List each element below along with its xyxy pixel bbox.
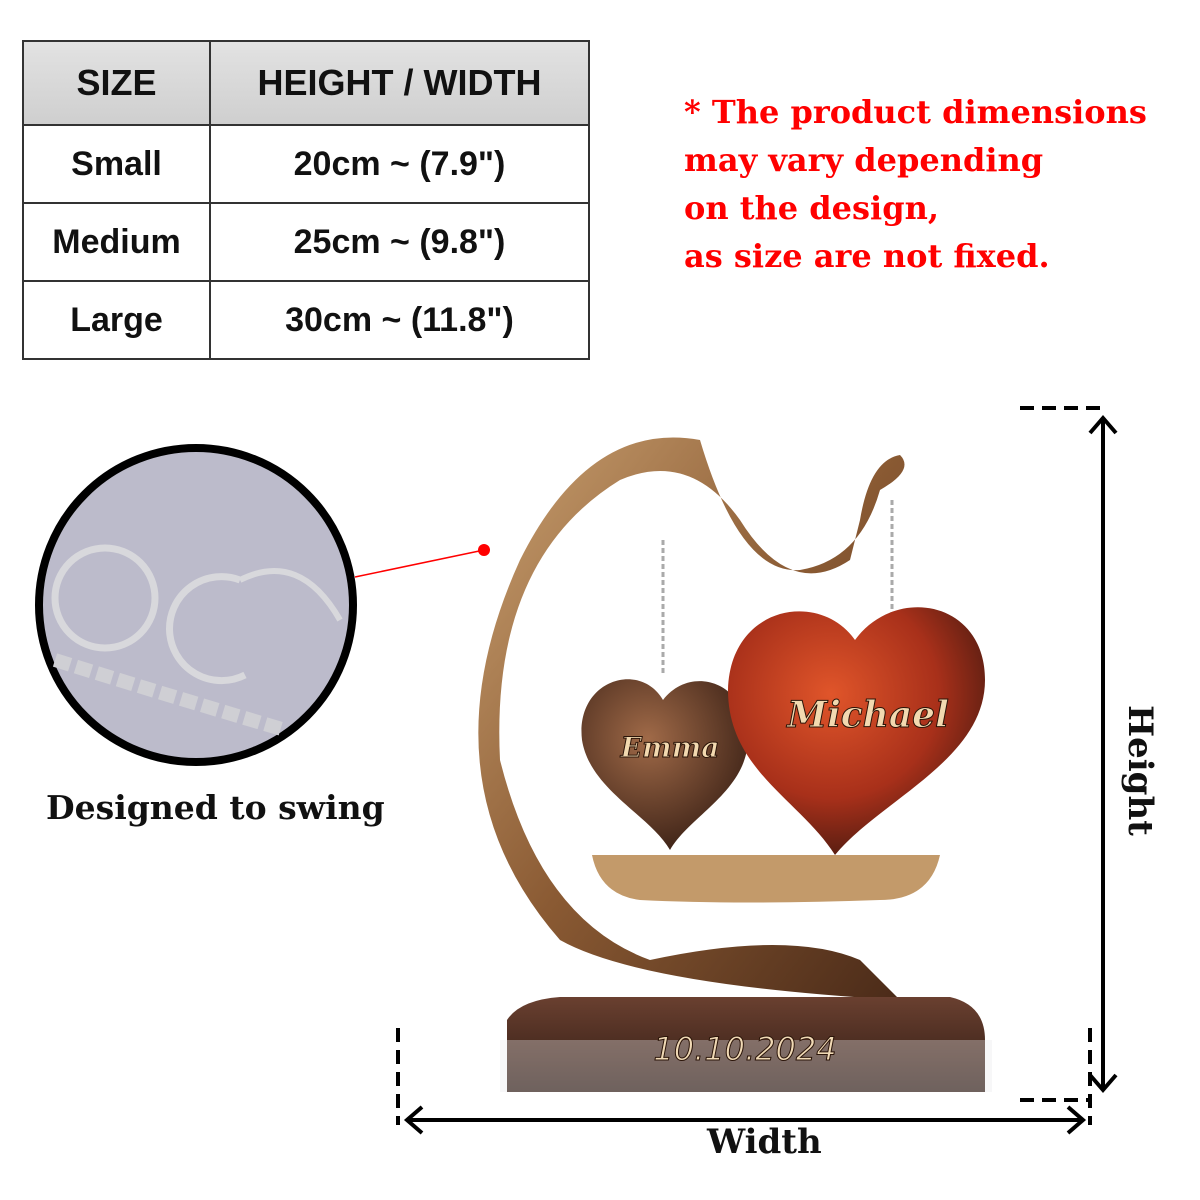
height-dimension [1020,406,1118,1102]
width-label: Width [707,1122,822,1162]
note-line: as size are not fixed. [684,237,1050,275]
acrylic-base [500,1040,992,1092]
designed-to-swing-caption: Designed to swing [46,788,385,827]
name-emma: Emma [620,731,720,764]
small-heart [581,679,749,850]
table-header-row: SIZE HEIGHT / WIDTH [22,40,590,126]
note-line: on the design, [684,189,939,227]
note-line: * The product dimensions [684,93,1147,131]
table-row: Small 20cm ~ (7.9") [22,124,590,204]
table-row: Medium 25cm ~ (9.8") [22,202,590,282]
header-height-width: HEIGHT / WIDTH [209,40,590,126]
width-dimension [396,1028,1092,1135]
note-line: may vary depending [684,141,1044,179]
size-table: SIZE HEIGHT / WIDTH Small 20cm ~ (7.9") … [22,40,590,360]
height-label: Height [1120,705,1160,836]
pointer-dot [478,544,490,556]
size-cell: Small [22,124,211,204]
dimension-cell: 25cm ~ (9.8") [209,202,590,282]
chain-icon [52,653,287,737]
size-cell: Large [22,280,211,360]
dimension-cell: 30cm ~ (11.8") [209,280,590,360]
large-heart [728,607,985,855]
dimension-cell: 20cm ~ (7.9") [209,124,590,204]
name-michael: Michael [785,694,949,736]
base [507,997,985,1092]
ring-icon [51,544,159,652]
header-size: SIZE [22,40,211,126]
size-disclaimer: * The product dimensions may vary depend… [684,88,1147,280]
product-figurine: Emma Michael 10.10.2024 [478,437,992,1092]
swing-seat [592,855,940,903]
ring-detail-circle [35,444,357,766]
table-row: Large 30cm ~ (11.8") [22,280,590,360]
open-ring-icon [166,573,247,685]
pointer-line [354,549,485,578]
size-cell: Medium [22,202,211,282]
date-text: 10.10.2024 [653,1030,836,1068]
